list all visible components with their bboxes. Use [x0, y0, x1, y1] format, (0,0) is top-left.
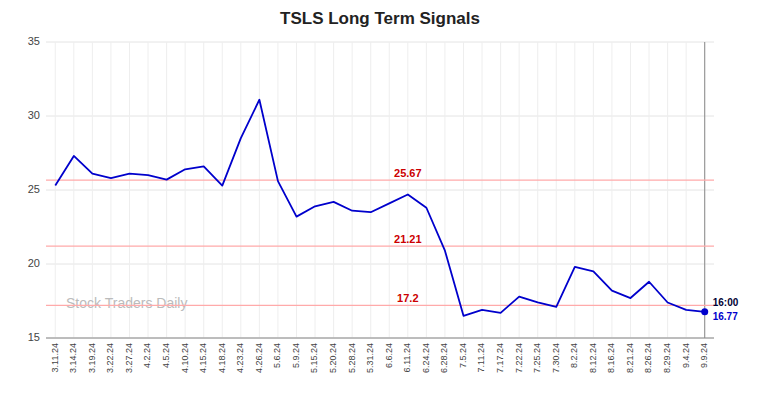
x-tick-label: 3.11.24: [50, 343, 60, 372]
x-grid-line: [166, 42, 167, 338]
x-tick-label: 7.30.24: [551, 343, 561, 373]
watermark: Stock Traders Daily: [66, 295, 187, 311]
x-grid-line: [630, 42, 631, 338]
x-tick-label: 4.26.24: [254, 343, 264, 373]
x-tick-label: 6.11.24: [402, 343, 412, 372]
x-tick-label: 3.19.24: [87, 343, 97, 373]
right-border-line: [704, 42, 705, 338]
x-grid-line: [370, 42, 371, 338]
x-grid-line: [352, 42, 353, 338]
x-grid-line: [277, 42, 278, 338]
y-tick-label: 20: [28, 257, 40, 269]
x-axis-line: [46, 338, 714, 339]
x-grid-line: [593, 42, 594, 338]
title: TSLS Long Term Signals: [280, 9, 480, 28]
y-grid-line: [46, 338, 714, 339]
y-tick-label: 25: [28, 183, 40, 195]
x-grid-line: [686, 42, 687, 338]
x-tick-label: 5.15.24: [309, 343, 319, 373]
time-annotation: 16:00: [713, 297, 739, 308]
x-tick-label: 4.23.24: [235, 343, 245, 373]
x-tick-label: 7.17.24: [495, 343, 505, 373]
x-grid-line: [500, 42, 501, 338]
last-point: [701, 308, 708, 315]
x-tick-label: 8.12.24: [588, 343, 598, 373]
x-grid-line: [296, 42, 297, 338]
x-grid-line: [519, 42, 520, 338]
x-grid-line: [110, 42, 111, 338]
price-annotation: 16.77: [713, 311, 738, 322]
x-tick-label: 8.2.24: [569, 343, 579, 368]
x-grid-line: [556, 42, 557, 338]
x-tick-label: 3.22.24: [105, 343, 115, 373]
x-tick-label: 9.9.24: [699, 343, 709, 368]
x-grid-line: [667, 42, 668, 338]
x-grid-line: [537, 42, 538, 338]
x-tick-label: 8.16.24: [606, 343, 616, 373]
y-tick-label: 35: [28, 35, 40, 47]
x-grid-line: [704, 42, 705, 338]
x-tick-label: 4.18.24: [217, 343, 227, 373]
x-tick-label: 9.4.24: [681, 343, 691, 368]
x-grid-line: [482, 42, 483, 338]
x-grid-line: [574, 42, 575, 338]
x-tick-label: 4.5.24: [161, 343, 171, 368]
signal-line: [46, 245, 714, 246]
x-tick-label: 7.25.24: [532, 343, 542, 373]
x-grid-line: [463, 42, 464, 338]
y-grid-line: [46, 264, 714, 265]
x-grid-line: [240, 42, 241, 338]
y-tick-label: 15: [28, 331, 40, 343]
x-tick-label: 5.20.24: [328, 343, 338, 373]
plot-area: [46, 100, 714, 316]
x-grid-line: [129, 42, 130, 338]
x-tick-label: 3.27.24: [124, 343, 134, 373]
x-grid-line: [73, 42, 74, 338]
x-tick-label: 5.28.24: [347, 343, 357, 373]
x-tick-label: 8.21.24: [625, 343, 635, 373]
x-tick-label: 7.5.24: [458, 343, 468, 368]
y-tick-label: 30: [28, 109, 40, 121]
signal-line: [46, 305, 714, 306]
signal-label: 25.67: [394, 167, 422, 179]
signal-label: 17.2: [397, 292, 418, 304]
x-grid-line: [315, 42, 316, 338]
x-grid-line: [222, 42, 223, 338]
x-grid-line: [389, 42, 390, 338]
x-tick-label: 8.26.24: [643, 343, 653, 373]
x-grid-line: [55, 42, 56, 338]
x-grid-line: [203, 42, 204, 338]
x-tick-label: 5.9.24: [291, 343, 301, 368]
x-grid-line: [333, 42, 334, 338]
x-tick-label: 4.15.24: [198, 343, 208, 373]
x-grid-line: [259, 42, 260, 338]
signal-line: [46, 179, 714, 180]
x-grid-line: [444, 42, 445, 338]
x-tick-label: 7.22.24: [514, 343, 524, 373]
x-grid-line: [92, 42, 93, 338]
x-grid-line: [185, 42, 186, 338]
x-tick-label: 5.31.24: [365, 343, 375, 373]
x-tick-label: 4.10.24: [180, 343, 190, 373]
x-grid-line: [426, 42, 427, 338]
x-tick-label: 3.14.24: [68, 343, 78, 373]
x-grid-line: [649, 42, 650, 338]
x-tick-label: 6.28.24: [439, 343, 449, 373]
x-grid-line: [148, 42, 149, 338]
x-tick-label: 5.6.24: [272, 343, 282, 368]
x-grid-line: [611, 42, 612, 338]
x-tick-label: 6.6.24: [384, 343, 394, 368]
x-tick-label: 6.24.24: [421, 343, 431, 373]
y-grid-line: [46, 190, 714, 191]
price-line: [55, 100, 704, 316]
x-tick-label: 8.29.24: [662, 343, 672, 373]
x-tick-label: 7.11.24: [476, 343, 486, 372]
chart: 15 20 25 30 35 3.11.24 3.14.24 3.19.24 3.22.24 3.…: [0, 0, 784, 398]
y-grid-line: [46, 116, 714, 117]
signal-label: 21.21: [394, 233, 422, 245]
x-tick-label: 4.2.24: [142, 343, 152, 368]
y-grid-line: [46, 42, 714, 43]
